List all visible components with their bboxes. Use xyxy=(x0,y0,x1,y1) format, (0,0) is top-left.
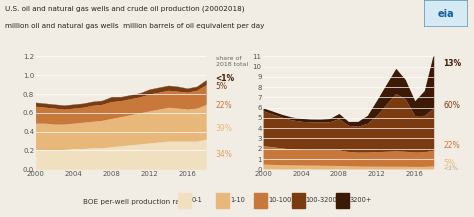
Text: 13%: 13% xyxy=(443,59,461,68)
Text: 22%: 22% xyxy=(443,141,460,150)
Text: <1%: <1% xyxy=(443,166,458,171)
Text: share of: share of xyxy=(216,56,241,61)
Text: million oil and natural gas wells  million barrels of oil equivalent per day: million oil and natural gas wells millio… xyxy=(5,23,264,29)
Text: <1%: <1% xyxy=(216,74,235,83)
Text: 39%: 39% xyxy=(216,124,233,133)
Text: 22%: 22% xyxy=(216,101,232,110)
Text: U.S. oil and natural gas wells and crude oil production (20002018): U.S. oil and natural gas wells and crude… xyxy=(5,5,244,12)
Text: 0-1: 0-1 xyxy=(192,197,203,203)
Text: 100-3200: 100-3200 xyxy=(306,197,337,203)
Text: 3200+: 3200+ xyxy=(350,197,372,203)
Text: BOE per-well production rate:: BOE per-well production rate: xyxy=(83,199,190,205)
Text: 34%: 34% xyxy=(216,150,233,159)
Text: 10-100: 10-100 xyxy=(268,197,291,203)
Text: 5%: 5% xyxy=(443,159,455,168)
Text: 2018 total: 2018 total xyxy=(216,62,248,67)
Text: 60%: 60% xyxy=(443,101,460,110)
Text: 1-10: 1-10 xyxy=(230,197,245,203)
Text: 5%: 5% xyxy=(216,82,228,92)
Text: eia: eia xyxy=(437,9,454,19)
